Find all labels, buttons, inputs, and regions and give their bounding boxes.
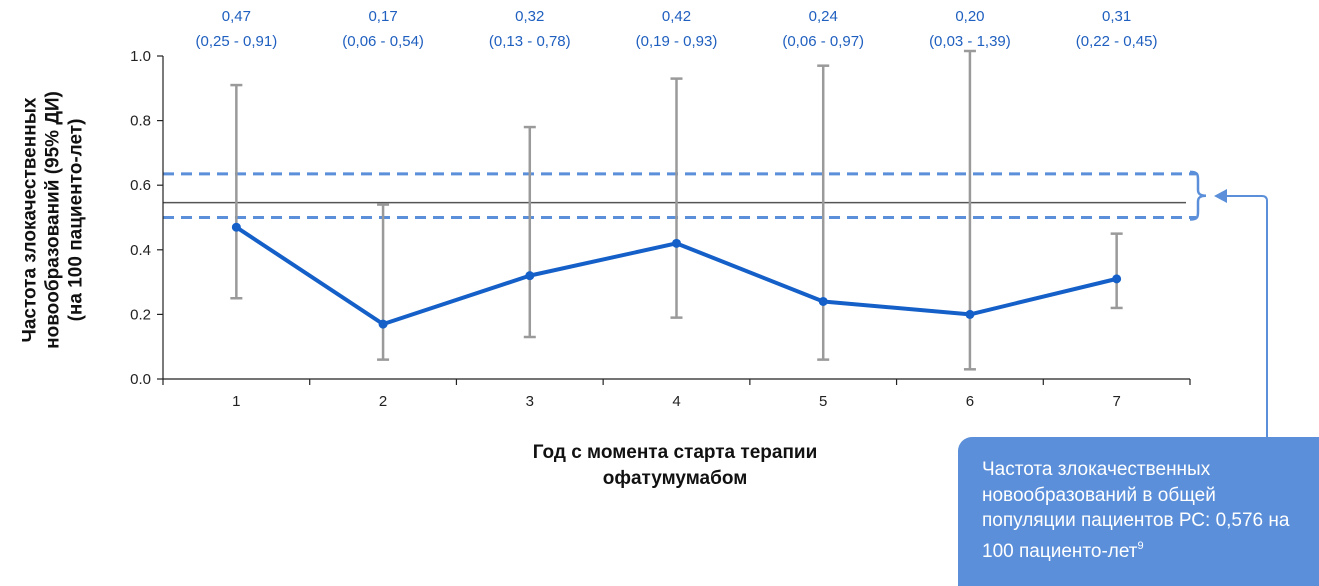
x-tick-label: 3 [526,393,534,410]
data-point [231,222,241,232]
data-point [1112,274,1122,284]
x-axis-title: Год с момента старта терапии офатумумабо… [532,442,818,489]
callout-footnote-ref: 9 [1137,539,1144,552]
data-label-value: 0,42 [662,8,691,25]
data-label-value: 0,20 [955,8,984,25]
data-label-value: 0,31 [1102,8,1131,25]
x-tick-label: 2 [379,393,387,410]
y-tick-label: 0.8 [130,113,151,130]
data-point [378,319,388,329]
callout-box: Частота злокачественных новообразований … [958,437,1319,586]
data-label-ci: (0,13 - 0,78) [489,33,571,50]
y-axis-title-wrap: Частота злокачественных новообразований … [8,40,98,400]
x-tick-label: 1 [232,393,240,410]
data-label-ci: (0,06 - 0,97) [782,33,864,50]
data-point [672,238,681,248]
data-point [818,296,828,306]
data-point [525,271,535,281]
y-axis-title: Частота злокачественных новообразований … [19,91,87,349]
y-tick-label: 0.6 [130,177,151,194]
callout-text: Частота злокачественных новообразований … [982,459,1290,562]
data-label-value: 0,47 [222,8,251,25]
x-tick-label: 4 [672,393,680,410]
y-tick-label: 0.2 [130,306,151,323]
data-point [965,309,975,319]
data-label-ci: (0,25 - 0,91) [195,33,277,50]
data-label-value: 0,24 [809,8,838,25]
data-label-ci: (0,03 - 1,39) [929,33,1011,50]
data-label-ci: (0,19 - 0,93) [636,33,718,50]
data-label-ci: (0,22 - 0,45) [1076,33,1158,50]
reference-brace [1189,170,1207,221]
data-label-value: 0,17 [368,8,397,25]
callout-arrowhead [1214,189,1227,203]
x-tick-label: 6 [966,393,974,410]
y-tick-label: 0.4 [130,242,151,259]
y-tick-label: 1.0 [130,48,151,65]
x-tick-label: 5 [819,393,827,410]
callout-connector [1226,195,1268,437]
data-label-value: 0,32 [515,8,544,25]
y-tick-label: 0.0 [130,371,151,388]
data-label-ci: (0,06 - 0,54) [342,33,424,50]
x-tick-label: 7 [1112,393,1120,410]
